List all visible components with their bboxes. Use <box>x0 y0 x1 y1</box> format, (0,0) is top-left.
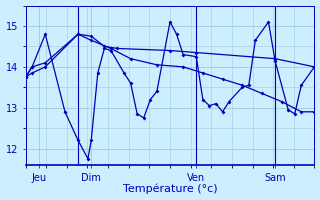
X-axis label: Température (°c): Température (°c) <box>123 184 217 194</box>
